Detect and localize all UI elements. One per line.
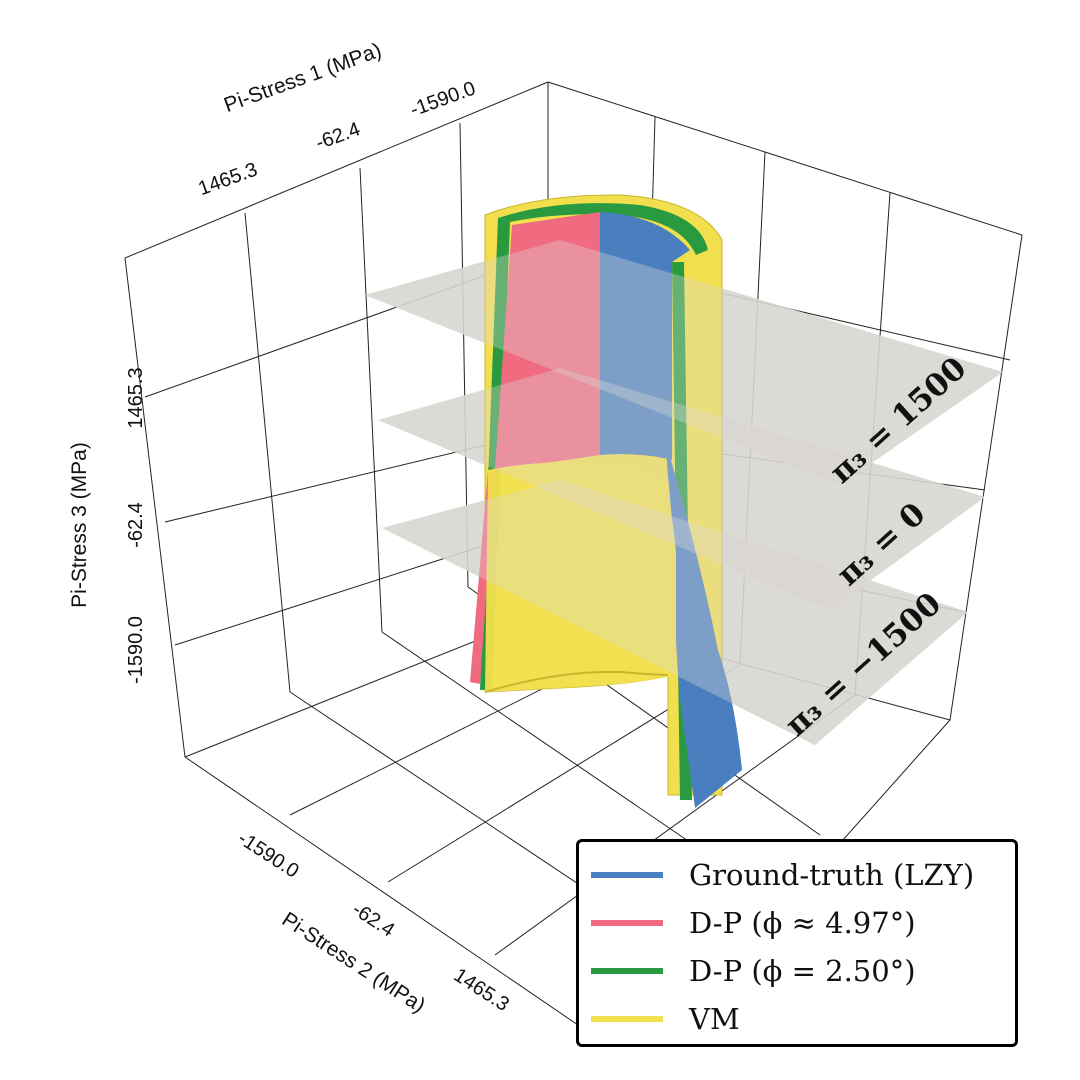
legend-item: D-P (ϕ = 2.50°) bbox=[591, 948, 916, 994]
legend-item: Ground-truth (LZY) bbox=[591, 852, 974, 898]
surface-dp-497 bbox=[470, 212, 600, 684]
z-tick-label: 1465.3 bbox=[125, 367, 147, 428]
grid-line bbox=[494, 694, 856, 956]
legend-swatch-dp-497 bbox=[591, 920, 663, 926]
surface-ground-truth-back bbox=[600, 212, 690, 460]
z-tick-label: -62.4 bbox=[125, 502, 147, 548]
cutting-plane-overlay bbox=[382, 480, 968, 745]
y-tick-label: -1590.0 bbox=[234, 827, 303, 882]
grid-line bbox=[359, 167, 383, 633]
x-tick-label: -1590.0 bbox=[407, 77, 478, 121]
surface-ground-truth-front bbox=[660, 280, 742, 808]
legend-swatch-vm bbox=[591, 1016, 663, 1022]
grid-line bbox=[124, 257, 186, 758]
yield-surfaces bbox=[470, 194, 742, 808]
chart-legend: Ground-truth (LZY) D-P (ϕ ≈ 4.97°) D-P (… bbox=[576, 839, 1018, 1047]
x-tick-label: -62.4 bbox=[313, 118, 363, 154]
y-axis-title: Pi-Stress 2 (MPa) bbox=[278, 908, 429, 1018]
legend-label: D-P (ϕ ≈ 4.97°) bbox=[689, 906, 916, 940]
y-tick-label: -62.4 bbox=[348, 898, 398, 941]
x-tick-label: 1465.3 bbox=[195, 159, 260, 201]
grid-line bbox=[949, 234, 1023, 721]
grid-line bbox=[547, 81, 1023, 236]
cutting-plane-overlay bbox=[378, 368, 985, 610]
surface-vm-rim bbox=[484, 670, 669, 693]
surface-dp-250-top bbox=[498, 203, 708, 255]
legend-swatch-ground-truth bbox=[591, 872, 663, 878]
z-tick-label: -1590.0 bbox=[125, 616, 147, 684]
cutting-plane-overlay bbox=[365, 240, 1003, 485]
grid-line bbox=[124, 81, 549, 259]
legend-label: D-P (ϕ = 2.50°) bbox=[689, 954, 916, 988]
legend-label: Ground-truth (LZY) bbox=[689, 858, 975, 892]
surface-vm-front bbox=[485, 462, 676, 692]
grid-line bbox=[184, 756, 601, 1041]
legend-swatch-dp-250 bbox=[591, 968, 663, 974]
grid-line bbox=[244, 212, 291, 693]
legend-label: VM bbox=[689, 1002, 740, 1036]
legend-item: VM bbox=[591, 996, 740, 1042]
y-tick-label: 1465.3 bbox=[450, 964, 513, 1016]
z-axis-title: Pi-Stress 3 (MPa) bbox=[68, 442, 91, 608]
legend-item: D-P (ϕ ≈ 4.97°) bbox=[591, 900, 916, 946]
x-axis-title: Pi-Stress 1 (MPa) bbox=[221, 39, 385, 117]
stress-planes-overlay bbox=[365, 240, 1003, 745]
